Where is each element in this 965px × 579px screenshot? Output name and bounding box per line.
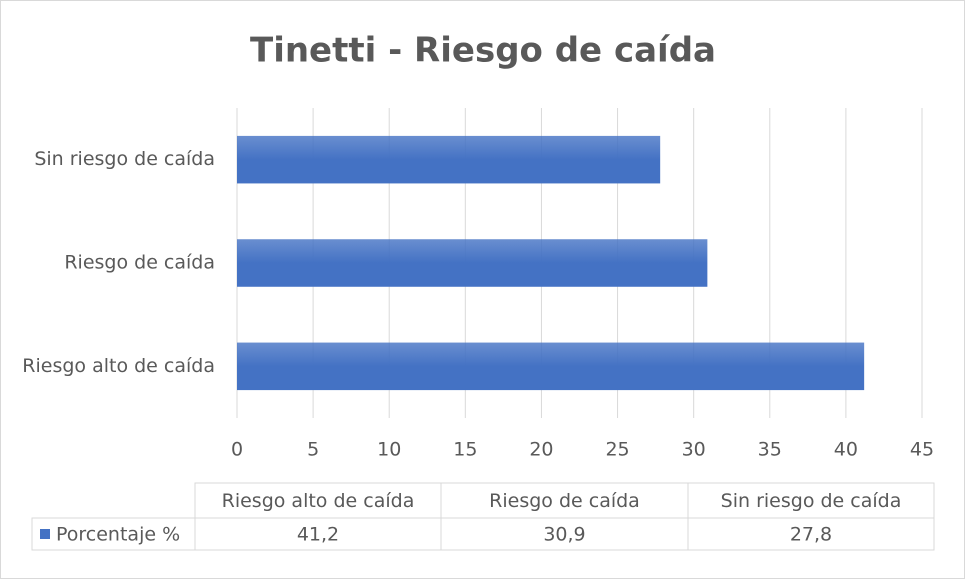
table-value: 27,8 [790, 524, 832, 546]
bar [237, 135, 661, 184]
table-value: 41,2 [297, 524, 339, 546]
legend-swatch [40, 529, 50, 539]
y-tick-label: Riesgo de caída [64, 252, 215, 274]
table-header: Riesgo alto de caída [222, 490, 415, 512]
legend-label: Porcentaje % [56, 524, 180, 546]
x-tick-label: 20 [529, 439, 553, 461]
table-header: Sin riesgo de caída [721, 490, 902, 512]
x-tick-label: 25 [605, 439, 629, 461]
x-tick-label: 45 [910, 439, 934, 461]
x-tick-label: 30 [682, 439, 706, 461]
y-tick-label: Sin riesgo de caída [34, 148, 215, 170]
table-header: Riesgo de caída [489, 490, 640, 512]
chart-title: Tinetti - Riesgo de caída [250, 31, 716, 71]
x-tick-label: 40 [834, 439, 858, 461]
x-tick-label: 35 [758, 439, 782, 461]
table-value: 30,9 [543, 524, 585, 546]
table-cell [31, 517, 935, 551]
y-tick-label: Riesgo alto de caída [22, 355, 215, 377]
x-tick-label: 10 [377, 439, 401, 461]
bar [237, 239, 708, 287]
bar [237, 342, 865, 391]
x-tick-label: 15 [453, 439, 477, 461]
x-tick-label: 0 [231, 439, 243, 461]
x-tick-label: 5 [307, 439, 319, 461]
